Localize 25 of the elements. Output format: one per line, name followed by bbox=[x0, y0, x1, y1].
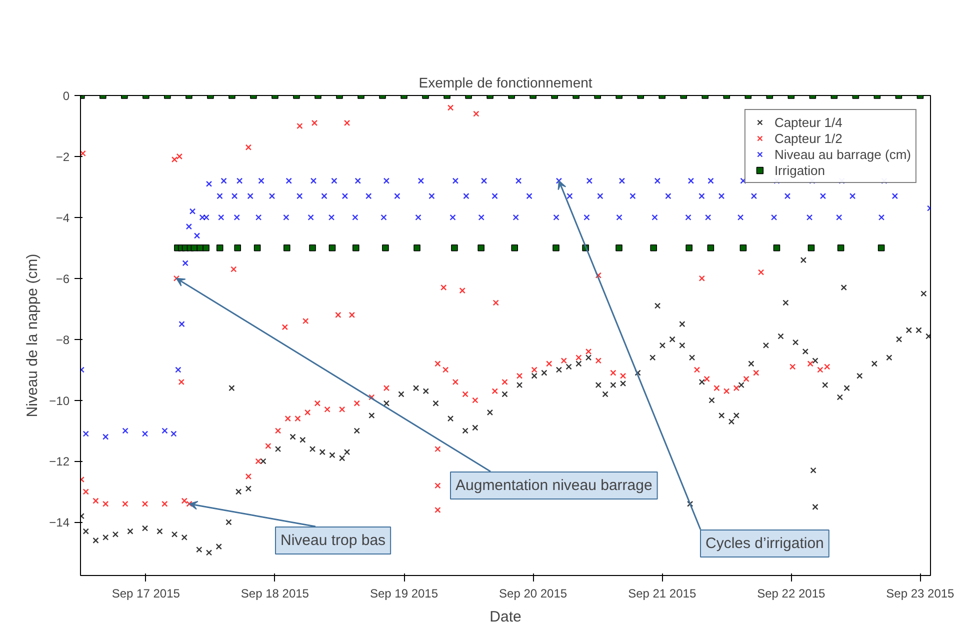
legend-label: Irrigation bbox=[774, 162, 826, 178]
y-tick-label: −12 bbox=[49, 454, 70, 469]
x-tick-label: Sep 19 2015 bbox=[370, 586, 438, 600]
y-tick-label: −14 bbox=[49, 516, 70, 530]
y-tick-label: −2 bbox=[56, 150, 70, 164]
x-tick-label: Sep 17 2015 bbox=[112, 586, 180, 600]
y-tick-label: −6 bbox=[56, 272, 70, 286]
x-tick-label: Sep 22 2015 bbox=[757, 586, 826, 600]
legend-label: Niveau au barrage (cm) bbox=[774, 146, 911, 162]
x-tick-label: Sep 20 2015 bbox=[499, 586, 568, 600]
annotation: Cycles d’irrigation bbox=[706, 535, 824, 552]
x-tick-label: Sep 21 2015 bbox=[628, 586, 696, 600]
annotation: Augmentation niveau barrage bbox=[456, 477, 652, 494]
y-tick-label: −8 bbox=[56, 332, 70, 347]
y-axis-title: Niveau de la nappe (cm) bbox=[24, 254, 42, 418]
x-tick-label: Sep 23 2015 bbox=[886, 586, 955, 600]
y-tick-label: 0 bbox=[62, 89, 70, 103]
y-tick-label: −10 bbox=[49, 394, 70, 408]
y-tick-label: −4 bbox=[56, 210, 70, 225]
chart-title: Exemple de fonctionnement bbox=[418, 74, 592, 90]
annotation: Niveau trop bas bbox=[280, 532, 386, 549]
x-tick-label: Sep 18 2015 bbox=[240, 586, 310, 600]
legend-label: Capteur 1/2 bbox=[774, 130, 842, 146]
legend-label: Capteur 1/4 bbox=[774, 114, 842, 130]
x-axis-title: Date bbox=[490, 608, 522, 626]
